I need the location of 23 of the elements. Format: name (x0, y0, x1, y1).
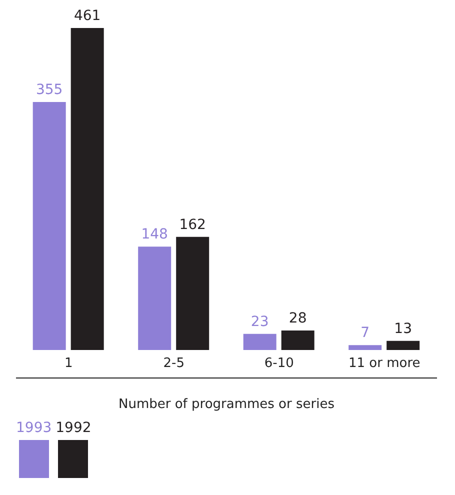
data-label: 13 (394, 320, 412, 337)
bar (281, 330, 314, 350)
bar (386, 340, 420, 350)
data-label: 461 (74, 8, 101, 24)
x-tick-label: 11 or more (348, 356, 420, 372)
x-tick-label: 2-5 (163, 356, 184, 372)
data-label: 355 (36, 82, 63, 98)
bar (32, 102, 66, 350)
data-label: 7 (360, 325, 370, 342)
x-tick-label: 6-10 (264, 356, 294, 372)
text: 1992 (56, 420, 92, 436)
bar (70, 28, 104, 350)
data-label: 23 (250, 314, 269, 330)
bar (138, 246, 172, 350)
data-label: 162 (179, 216, 206, 233)
text: 1993 (16, 420, 52, 436)
bar (243, 334, 276, 350)
data-label: 148 (141, 226, 168, 243)
x-axis-title: Number of programmes or series (118, 397, 335, 412)
data-label: 28 (288, 310, 307, 326)
bar (348, 345, 382, 350)
bar (176, 236, 210, 350)
x-tick-label: 1 (64, 356, 73, 372)
